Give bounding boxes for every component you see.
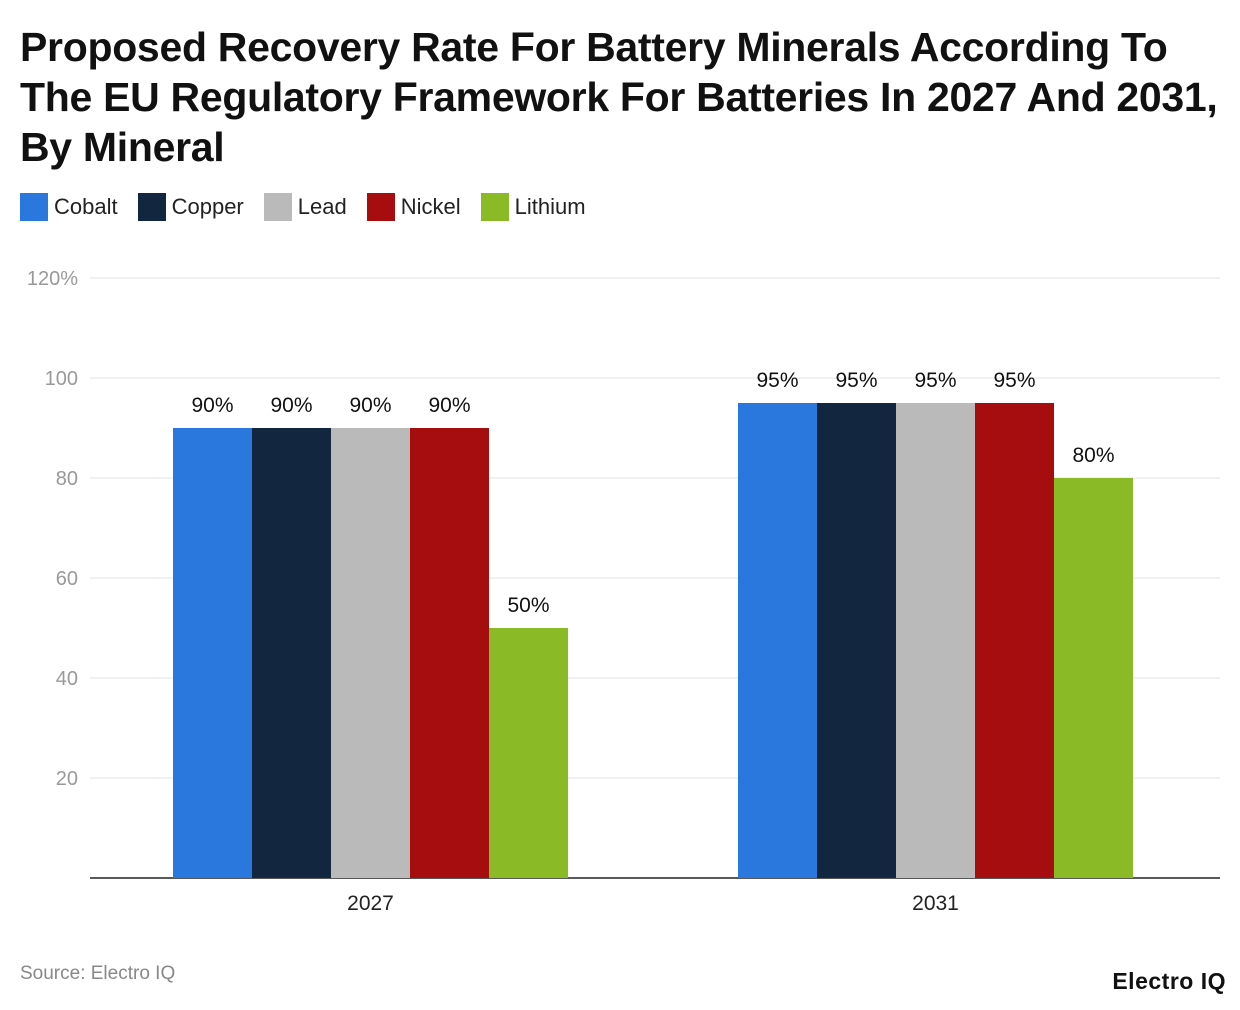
data-label: 95% xyxy=(756,369,798,392)
data-label: 95% xyxy=(914,369,956,392)
y-tick-label: 80 xyxy=(56,468,78,490)
source-note: Source: Electro IQ xyxy=(20,963,176,984)
bar-copper-2031 xyxy=(817,403,896,878)
data-label: 90% xyxy=(349,394,391,417)
data-label: 95% xyxy=(993,369,1035,392)
legend-label: Cobalt xyxy=(54,194,118,219)
y-tick-label: 60 xyxy=(56,568,78,590)
data-label: 90% xyxy=(270,394,312,417)
legend-label: Nickel xyxy=(400,194,461,219)
bar-copper-2027 xyxy=(252,428,331,878)
y-tick-label: 20 xyxy=(56,768,78,790)
bar-lead-2031 xyxy=(896,403,975,878)
legend-label: Lithium xyxy=(514,194,586,219)
bar-lithium-2027 xyxy=(489,628,568,878)
legend-label: Lead xyxy=(297,194,347,219)
bar-cobalt-2031 xyxy=(738,403,817,878)
chart-title: Proposed Recovery Rate For Battery Miner… xyxy=(20,24,1218,170)
legend-item: Copper xyxy=(137,193,244,221)
legend-item: Lithium xyxy=(480,193,586,221)
bar-cobalt-2027 xyxy=(173,428,252,878)
x-tick-label: 2027 xyxy=(347,892,394,915)
bar-lead-2027 xyxy=(331,428,410,878)
legend-swatch xyxy=(137,193,166,221)
data-label: 80% xyxy=(1072,444,1114,467)
legend-item: Cobalt xyxy=(20,193,118,221)
legend-item: Lead xyxy=(263,193,347,221)
legend-swatch xyxy=(480,193,509,221)
data-label: 50% xyxy=(507,594,549,617)
bar-lithium-2031 xyxy=(1054,478,1133,878)
electro-iq-logo: Electro IQ xyxy=(1112,968,1226,994)
y-tick-label: 100 xyxy=(45,368,78,390)
y-tick-label: 40 xyxy=(56,668,78,690)
legend-label: Copper xyxy=(171,194,244,219)
legend-item: Nickel xyxy=(366,193,461,221)
legend-swatch xyxy=(20,193,48,221)
legend-swatch xyxy=(263,193,292,221)
legend: Cobalt Copper Lead Nickel Lithium xyxy=(20,193,586,221)
data-label: 90% xyxy=(191,394,233,417)
data-label: 90% xyxy=(428,394,470,417)
y-tick-label: 120% xyxy=(27,268,78,290)
legend-swatch xyxy=(366,193,395,221)
x-tick-label: 2031 xyxy=(912,892,959,915)
data-label: 95% xyxy=(835,369,877,392)
bar-nickel-2027 xyxy=(410,428,489,878)
bar-nickel-2031 xyxy=(975,403,1054,878)
